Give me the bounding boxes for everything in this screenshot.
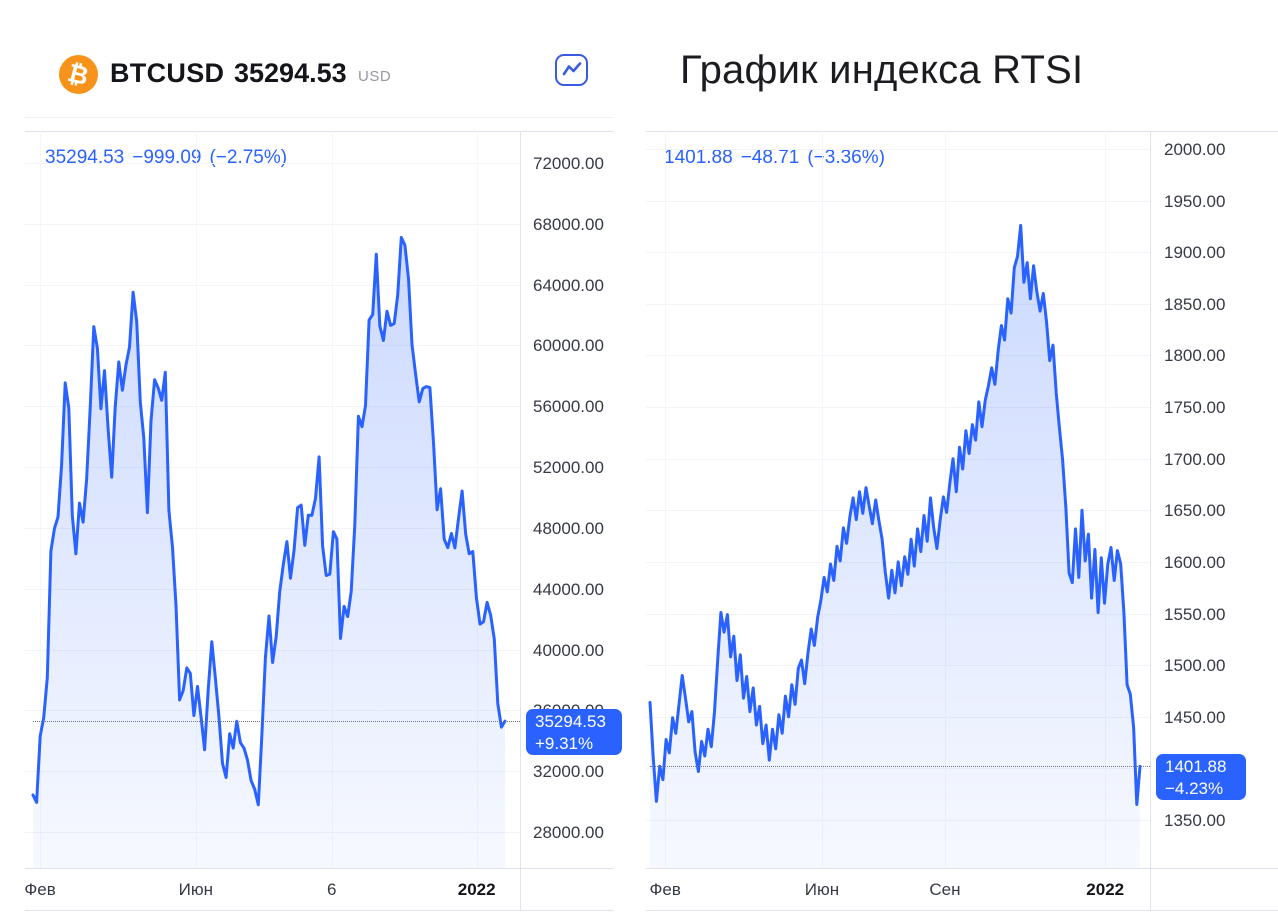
last-price-dotted-line [650, 766, 1150, 768]
rtsi-quote-line: 1401.88 −48.71 (−3.36%) [664, 147, 893, 169]
time-axis-top-border [25, 868, 614, 869]
btc-quote-line: 35294.53 −999.09 (−2.75%) [45, 147, 295, 169]
y-gridline [25, 527, 520, 529]
x-axis-label: Сен [929, 880, 961, 899]
y-gridline [646, 252, 1150, 254]
rtsi-quote-change: −48.71 [740, 147, 800, 168]
y-gridline [646, 149, 1150, 150]
y-axis-label: 56000.00 [533, 397, 604, 417]
y-gridline [25, 588, 520, 590]
symbol-name: BTCUSD [110, 58, 225, 88]
y-axis-label: 1450.00 [1164, 707, 1226, 727]
y-gridline [646, 355, 1150, 357]
y-gridline [646, 510, 1150, 512]
price-axis-border [1150, 131, 1151, 910]
btc-last-price-label: 35294.53 +9.31% [526, 709, 622, 756]
chart-top-border [646, 131, 1278, 132]
btc-quote-change-percent: (−2.75%) [209, 147, 288, 168]
x-gridline [1105, 131, 1107, 868]
y-gridline [25, 345, 520, 347]
y-axis-label: 48000.00 [533, 518, 604, 538]
y-gridline [646, 303, 1150, 305]
BTCUSD-series [31, 236, 507, 868]
btc-quote-price: 35294.53 [45, 147, 125, 168]
x-gridline [40, 131, 42, 868]
x-axis-label: Фев [649, 880, 681, 899]
x-axis-label: Фев [25, 880, 56, 899]
price-line [648, 223, 1142, 806]
x-gridline [476, 131, 478, 868]
y-axis-label: 1550.00 [1164, 604, 1226, 624]
y-gridline [646, 200, 1150, 202]
area-fill [33, 237, 505, 868]
area-fill [650, 225, 1140, 868]
rtsi-last-price-label: 1401.88 −4.23% [1156, 754, 1246, 801]
y-axis-label: 72000.00 [533, 154, 604, 173]
y-gridline [25, 284, 520, 286]
btc-last-price: 35294.53 [535, 712, 606, 732]
time-axis-bottom-border [646, 910, 1278, 911]
y-gridline [646, 458, 1150, 460]
y-axis-label: 1600.00 [1164, 552, 1226, 572]
y-gridline [25, 406, 520, 408]
y-axis-label: 1850.00 [1164, 294, 1226, 314]
time-axis-bottom-border [25, 910, 614, 911]
y-axis-label: 32000.00 [533, 762, 604, 782]
x-axis-label: 6 [327, 880, 337, 899]
y-axis-label: 1800.00 [1164, 346, 1226, 366]
btc-range-change-percent: +9.31% [535, 734, 594, 754]
rtsi-quote-price: 1401.88 [664, 147, 733, 168]
y-axis-label: 1900.00 [1164, 243, 1226, 263]
last-price-dotted-line [33, 721, 520, 723]
symbol-currency: USD [358, 68, 392, 85]
y-gridline [646, 407, 1150, 409]
x-axis-label: Июн [804, 880, 840, 899]
x-gridline [821, 131, 823, 868]
y-gridline [25, 223, 520, 225]
x-axis-label: 2022 [457, 880, 496, 899]
rtsi-chart-title: График индекса RTSI [680, 48, 1084, 92]
y-axis-label: 1700.00 [1164, 449, 1226, 469]
rtsi-last-price: 1401.88 [1165, 757, 1227, 777]
y-axis-label: 68000.00 [533, 214, 604, 234]
x-axis-label: 2022 [1086, 880, 1125, 899]
chart-top-border [25, 131, 614, 132]
btc-quote-change: −999.09 [132, 147, 202, 168]
x-gridline [944, 131, 946, 868]
x-axis-label: Июн [178, 880, 213, 899]
y-axis-label: 1500.00 [1164, 656, 1226, 676]
y-axis-label: 1650.00 [1164, 501, 1226, 521]
rtsi-quote-change-percent: (−3.36%) [807, 147, 885, 168]
time-axis-top-border [646, 868, 1278, 869]
y-axis-label: 60000.00 [533, 336, 604, 356]
line-chart-icon [562, 62, 581, 76]
price-axis-border [520, 131, 521, 910]
bitcoin-icon: ₿ [59, 55, 98, 94]
x-gridline [195, 131, 197, 868]
y-axis-label: 1950.00 [1164, 191, 1226, 211]
open-chart-button[interactable] [555, 54, 588, 86]
rtsi-chart-pane[interactable]: 2000.00 1950.00 1900.00 1850.00 1800.00 1750.… [646, 0, 1278, 922]
y-axis-label: 64000.00 [533, 275, 604, 295]
y-gridline [25, 467, 520, 469]
y-axis-label: 1750.00 [1164, 398, 1226, 418]
RTSI-series [648, 223, 1142, 868]
x-gridline [665, 131, 667, 868]
y-axis-label: 2000.00 [1164, 140, 1226, 159]
symbol-price: 35294.53 [234, 58, 347, 88]
price-line [31, 236, 507, 807]
y-axis-label: 40000.00 [533, 640, 604, 660]
rtsi-range-change-percent: −4.23% [1165, 779, 1224, 799]
btcusd-chart-pane[interactable]: 72000.00 68000.00 64000.00 60000.00 56000.00… [25, 0, 614, 922]
y-axis-label: 44000.00 [533, 579, 604, 599]
x-gridline [331, 131, 333, 868]
y-axis-label: 52000.00 [533, 458, 604, 478]
y-gridline [25, 163, 520, 164]
y-axis-label: 1350.00 [1164, 811, 1226, 830]
y-axis-label: 28000.00 [533, 823, 604, 842]
